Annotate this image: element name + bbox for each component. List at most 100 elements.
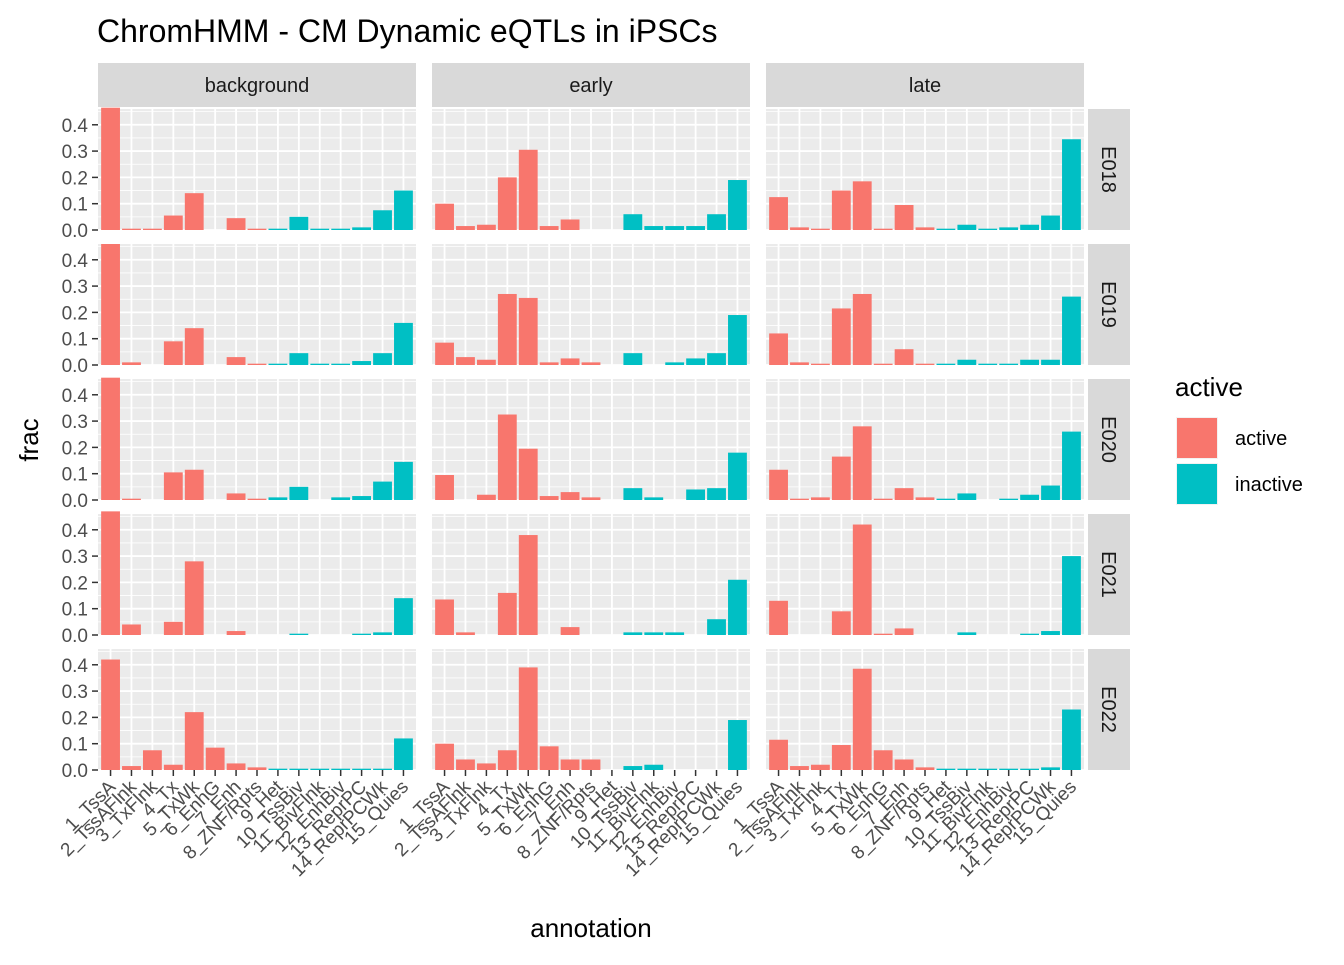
- bar-10_TssBiv: [289, 353, 309, 365]
- panel-E018-background: [98, 107, 416, 231]
- bar-6_EnhG: [873, 750, 893, 770]
- bar-2_TssAFlnk: [790, 362, 809, 365]
- y-tick-label: 0.3: [62, 682, 88, 703]
- bar-12_EnhBiv: [331, 497, 351, 500]
- bar-11_BivFlnk: [644, 632, 664, 635]
- bar-6_EnhG: [205, 747, 225, 770]
- bar-3_TxFlnk: [142, 228, 162, 230]
- bar-2_TssAFlnk: [122, 498, 141, 500]
- chart-title: ChromHMM - CM Dynamic eQTLs in iPSCs: [97, 13, 718, 49]
- bar-2_TssAFlnk: [456, 759, 475, 770]
- bar-10_TssBiv: [623, 214, 643, 230]
- bar-5_TxWk: [184, 193, 204, 230]
- bar-3_TxFlnk: [810, 764, 830, 770]
- bar-2_TssAFlnk: [790, 766, 809, 770]
- bar-6_EnhG: [873, 498, 893, 500]
- panel-E021-early: [432, 514, 750, 636]
- bar-15_Quies: [394, 461, 413, 500]
- bar-5_TxWk: [852, 181, 872, 230]
- y-tick-label: 0.3: [62, 547, 88, 568]
- bar-1_TssA: [769, 197, 788, 230]
- bar-2_TssAFlnk: [456, 226, 475, 230]
- bar-4_Tx: [497, 293, 517, 365]
- bar-12_EnhBiv: [999, 498, 1019, 500]
- bar-15_Quies: [728, 315, 747, 365]
- bar-1_TssA: [101, 377, 120, 500]
- bar-14_ReprPCWk: [707, 353, 726, 365]
- bar-14_ReprPCWk: [1041, 631, 1060, 635]
- legend-label-active: active: [1235, 428, 1287, 450]
- bar-8_ZNF/Rpts: [247, 363, 267, 365]
- facet-strip-E022: [1088, 649, 1130, 770]
- bar-5_TxWk: [184, 561, 204, 635]
- bar-13_ReprPC: [352, 361, 372, 365]
- bar-15_Quies: [1062, 296, 1081, 365]
- bar-10_TssBiv: [957, 224, 977, 230]
- bar-7_Enh: [560, 627, 580, 635]
- bar-14_ReprPCWk: [707, 214, 726, 230]
- bar-8_ZNF/Rpts: [915, 227, 935, 230]
- bar-14_ReprPCWk: [707, 619, 726, 635]
- bar-4_Tx: [163, 621, 183, 635]
- bar-1_TssA: [769, 469, 788, 500]
- bar-13_ReprPC: [352, 496, 372, 500]
- bar-2_TssAFlnk: [790, 498, 809, 500]
- y-tick-label: 0.1: [62, 735, 88, 756]
- bar-10_TssBiv: [623, 766, 643, 770]
- panel-E021-late: [766, 514, 1084, 636]
- bar-7_Enh: [560, 219, 580, 230]
- bar-13_ReprPC: [1020, 633, 1040, 635]
- legend-title: active: [1175, 372, 1243, 402]
- bar-4_Tx: [163, 215, 183, 230]
- bar-2_TssAFlnk: [122, 766, 141, 770]
- y-tick-label: 0.4: [62, 386, 89, 407]
- facet-strip-label-E019: E019: [1097, 281, 1119, 328]
- y-tick-label: 0.1: [62, 600, 88, 621]
- bar-11_BivFlnk: [978, 228, 998, 230]
- y-tick-label: 0.4: [62, 251, 89, 272]
- bar-13_ReprPC: [352, 768, 372, 770]
- bar-15_Quies: [1062, 709, 1081, 770]
- facet-strip-label-E021: E021: [1097, 551, 1119, 598]
- bar-5_TxWk: [184, 712, 204, 770]
- bar-13_ReprPC: [686, 489, 706, 500]
- bar-15_Quies: [1062, 431, 1081, 500]
- bar-9_Het: [936, 498, 956, 500]
- bar-11_BivFlnk: [310, 363, 330, 365]
- bar-11_BivFlnk: [644, 764, 664, 770]
- bar-1_TssA: [435, 203, 454, 230]
- bar-7_Enh: [894, 759, 914, 770]
- bar-2_TssAFlnk: [122, 228, 141, 230]
- bar-5_TxWk: [518, 448, 538, 500]
- bar-8_ZNF/Rpts: [581, 362, 601, 365]
- bar-9_Het: [936, 768, 956, 770]
- bar-12_EnhBiv: [665, 226, 685, 230]
- bar-1_TssA: [101, 511, 120, 635]
- bar-14_ReprPCWk: [1041, 359, 1060, 365]
- facet-strip-E019: [1088, 244, 1130, 365]
- panel-E020-background: [98, 377, 416, 501]
- facet-strip-early: [432, 63, 750, 107]
- bar-10_TssBiv: [623, 632, 643, 635]
- facet-strip-background: [98, 63, 416, 107]
- bar-4_Tx: [831, 190, 851, 230]
- y-tick-label: 0.4: [62, 521, 89, 542]
- y-tick-label: 0.0: [62, 761, 88, 782]
- bar-8_ZNF/Rpts: [247, 767, 267, 770]
- bar-14_ReprPCWk: [373, 353, 392, 365]
- bar-6_EnhG: [539, 496, 559, 500]
- bar-15_Quies: [1062, 139, 1081, 230]
- facet-strip-E020: [1088, 379, 1130, 500]
- facet-strip-label-background: background: [205, 75, 310, 97]
- y-tick-label: 0.3: [62, 412, 88, 433]
- y-tick-label: 0.4: [62, 656, 89, 677]
- legend-key-active: [1177, 418, 1217, 458]
- panel-E019-late: [766, 244, 1084, 366]
- panel-E018-early: [432, 109, 750, 231]
- bar-9_Het: [936, 363, 956, 365]
- y-tick-label: 0.2: [62, 168, 88, 189]
- bar-15_Quies: [394, 598, 413, 635]
- bar-10_TssBiv: [957, 359, 977, 365]
- bar-10_TssBiv: [957, 632, 977, 635]
